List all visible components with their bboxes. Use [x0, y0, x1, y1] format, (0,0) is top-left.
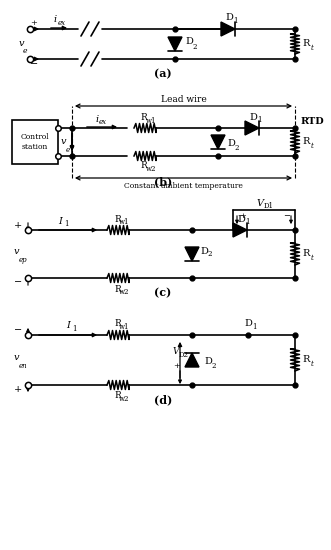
- Text: RTD: RTD: [301, 118, 325, 127]
- Text: e: e: [23, 47, 27, 55]
- Polygon shape: [185, 353, 199, 367]
- Text: 1: 1: [245, 218, 249, 226]
- Text: +: +: [14, 222, 22, 230]
- Text: i: i: [53, 15, 57, 25]
- Text: t: t: [310, 254, 313, 262]
- Text: D: D: [225, 14, 233, 23]
- Text: v: v: [60, 138, 66, 146]
- Text: V: V: [257, 199, 263, 207]
- Text: I: I: [58, 217, 62, 226]
- Text: (d): (d): [154, 394, 172, 405]
- Text: 2: 2: [193, 43, 197, 51]
- Text: t: t: [310, 142, 313, 150]
- Text: e: e: [66, 146, 70, 154]
- Text: R: R: [302, 39, 310, 47]
- Text: R: R: [302, 136, 310, 146]
- Text: D: D: [249, 113, 257, 122]
- Text: R: R: [302, 355, 310, 364]
- Text: t: t: [310, 360, 313, 368]
- Text: w1: w1: [119, 218, 129, 226]
- Text: R: R: [115, 214, 121, 223]
- Text: 1: 1: [72, 325, 76, 333]
- Text: V: V: [173, 348, 179, 356]
- Text: w1: w1: [119, 323, 129, 331]
- Text: −: −: [14, 278, 22, 287]
- Text: ex: ex: [58, 19, 66, 27]
- Text: v: v: [13, 354, 19, 362]
- Text: w2: w2: [119, 395, 129, 403]
- Polygon shape: [211, 135, 225, 149]
- Text: station: station: [22, 143, 48, 151]
- Text: (a): (a): [154, 69, 172, 80]
- Text: D: D: [200, 246, 208, 256]
- Text: v: v: [18, 40, 24, 48]
- Text: (c): (c): [154, 288, 172, 299]
- Polygon shape: [168, 37, 182, 51]
- Text: 1: 1: [257, 116, 261, 124]
- Text: D2: D2: [179, 351, 189, 359]
- Text: v: v: [13, 248, 19, 256]
- Text: 2: 2: [235, 144, 239, 152]
- Text: Constant ambient temperature: Constant ambient temperature: [124, 182, 243, 190]
- Text: w2: w2: [119, 288, 129, 296]
- Polygon shape: [185, 247, 199, 261]
- Text: R: R: [141, 113, 147, 123]
- Text: (b): (b): [154, 177, 172, 188]
- Text: 2: 2: [208, 250, 212, 258]
- Text: D: D: [185, 37, 193, 47]
- FancyBboxPatch shape: [12, 120, 58, 164]
- Text: Lead wire: Lead wire: [161, 95, 206, 103]
- Text: D: D: [204, 358, 212, 366]
- Polygon shape: [233, 223, 247, 237]
- Text: w2: w2: [146, 165, 156, 173]
- Text: +: +: [14, 384, 22, 393]
- Text: −: −: [14, 327, 22, 336]
- Text: R: R: [302, 249, 310, 257]
- Text: −: −: [30, 60, 38, 69]
- Text: ep: ep: [19, 256, 27, 264]
- Text: I: I: [66, 322, 70, 331]
- Text: −: −: [283, 212, 291, 220]
- Text: 1: 1: [252, 323, 256, 331]
- Text: R: R: [115, 392, 121, 400]
- Text: 2: 2: [212, 362, 216, 370]
- Text: D1: D1: [264, 202, 274, 210]
- Text: i: i: [95, 114, 99, 124]
- Text: D: D: [237, 214, 245, 223]
- Text: +: +: [173, 362, 180, 370]
- Text: Control: Control: [21, 133, 49, 141]
- Text: ex: ex: [99, 118, 107, 126]
- Polygon shape: [245, 121, 259, 135]
- Text: 1: 1: [233, 17, 237, 25]
- Text: +: +: [240, 212, 247, 220]
- Text: 1: 1: [64, 220, 68, 228]
- Text: w1: w1: [146, 117, 156, 125]
- Text: D: D: [227, 140, 235, 148]
- Text: R: R: [141, 162, 147, 170]
- Text: D: D: [244, 320, 252, 328]
- Text: t: t: [310, 44, 313, 52]
- Text: R: R: [115, 320, 121, 328]
- Text: en: en: [19, 362, 27, 370]
- Text: R: R: [115, 284, 121, 294]
- Text: +: +: [30, 19, 37, 27]
- Polygon shape: [221, 22, 235, 36]
